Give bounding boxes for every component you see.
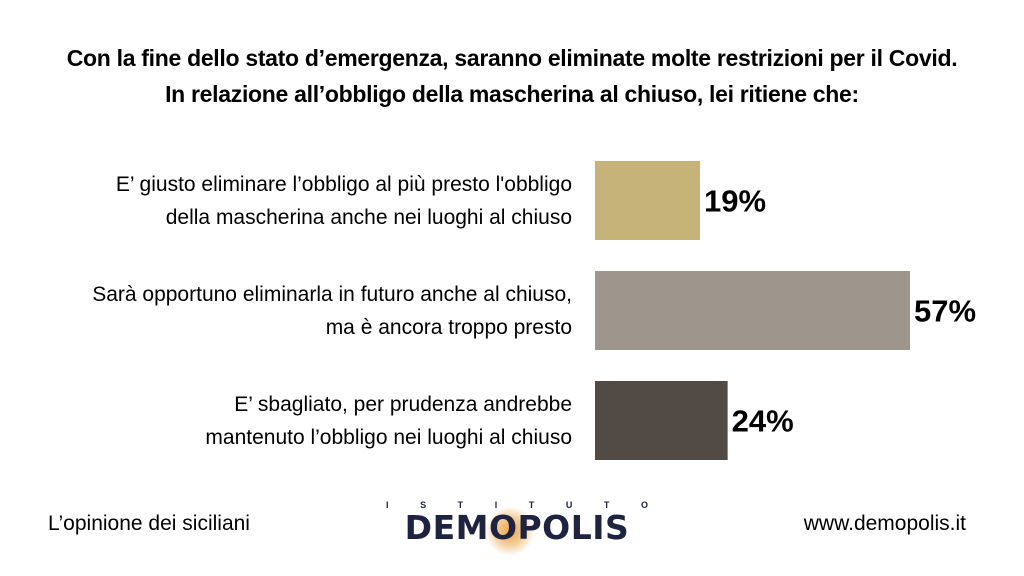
category-label-1-line-2: della mascherina anche nei luoghi al chi…	[166, 206, 572, 229]
bar-chart: 19% E’ giusto eliminare l’obbligo al più …	[92, 161, 976, 460]
logo-tagline-letter: T	[528, 500, 535, 510]
category-label-1-line-1: E’ giusto eliminare l’obbligo al più pre…	[116, 173, 572, 196]
logo-tagline-letter: O	[640, 500, 648, 510]
value-label-1: 19%	[704, 184, 766, 219]
category-label-2-line-1: Sarà opportuno eliminarla in futuro anch…	[92, 283, 572, 306]
value-label-2: 57%	[914, 294, 976, 329]
value-label-3: 24%	[732, 404, 794, 439]
logo-tagline-letter: S	[420, 500, 427, 510]
category-label-2-line-2: ma è ancora troppo presto	[326, 316, 572, 339]
logo-tagline-letter: I	[494, 500, 498, 510]
logo-tagline-letter: I	[386, 500, 389, 510]
chart-title: Con la fine dello stato d’emergenza, sar…	[0, 40, 1024, 112]
bar-3	[595, 381, 728, 460]
logo-tagline-letter: U	[565, 500, 573, 510]
title-line-2: In relazione all’obbligo della mascherin…	[165, 81, 859, 107]
footer-caption: L’opinione dei siciliani	[48, 512, 250, 535]
category-label-3-line-2: mantenuto l’obbligo nei luoghi al chiuso	[205, 426, 572, 449]
logo-tagline-letter: T	[457, 500, 464, 510]
logo-wordmark: DEMOPOLIS	[404, 508, 630, 547]
bar-1	[595, 161, 700, 240]
footer-website: www.demopolis.it	[803, 512, 966, 535]
logo-glow	[485, 506, 535, 556]
title-line-1: Con la fine dello stato d’emergenza, sar…	[66, 45, 958, 71]
demopolis-logo: I S T I T U T O DEMOPOLIS	[382, 500, 652, 556]
bar-2	[595, 271, 910, 350]
logo-tagline-letter: T	[603, 500, 610, 510]
category-label-3-line-1: E’ sbagliato, per prudenza andrebbe	[234, 393, 572, 416]
